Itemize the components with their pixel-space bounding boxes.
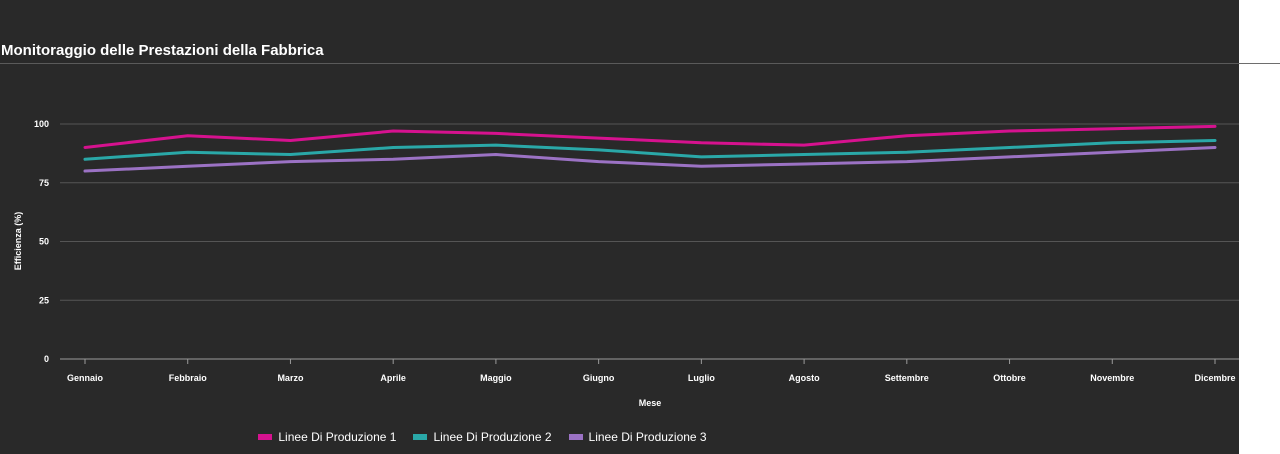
x-tick-label: Luglio	[688, 373, 715, 383]
series-line-1	[83, 124, 1217, 149]
legend-label: Linee Di Produzione 2	[433, 430, 552, 444]
x-axis: Gennaio Febbraio Marzo Aprile Maggio Giugno Lu…	[67, 359, 1236, 383]
chart-legend: Linee Di Produzione 1 Linee Di Produzione…	[0, 430, 965, 444]
legend-item-1[interactable]: Linee Di Produzione 1	[258, 430, 396, 444]
legend-item-2[interactable]: Linee Di Produzione 2	[413, 430, 552, 444]
y-axis-label: Efficienza (%)	[13, 212, 23, 271]
x-tick-label: Settembre	[885, 373, 929, 383]
legend-swatch	[258, 434, 273, 440]
y-tick-label: 25	[39, 295, 49, 305]
y-tick-label: 100	[34, 119, 49, 129]
series-line-3	[83, 146, 1217, 173]
y-tick-label: 0	[44, 354, 49, 364]
x-tick-label: Aprile	[380, 373, 406, 383]
x-tick-label: Febbraio	[169, 373, 208, 383]
legend-swatch	[568, 434, 583, 440]
x-tick-label: Novembre	[1090, 373, 1134, 383]
y-tick-label: 50	[39, 237, 49, 247]
x-tick-label: Agosto	[789, 373, 820, 383]
legend-label: Linee Di Produzione 3	[588, 430, 707, 444]
series-lines	[83, 124, 1217, 173]
x-tick-label: Marzo	[277, 373, 304, 383]
x-tick-label: Ottobre	[993, 373, 1026, 383]
series-line-2	[83, 138, 1217, 161]
x-axis-label: Mese	[639, 398, 662, 408]
title-divider-extension	[1239, 63, 1280, 64]
legend-label: Linee Di Produzione 1	[278, 430, 397, 444]
y-tick-label: 75	[39, 178, 49, 188]
legend-swatch	[413, 434, 428, 440]
x-tick-label: Maggio	[480, 373, 512, 383]
grid-lines	[60, 123, 1239, 360]
x-tick-label: Dicembre	[1194, 373, 1235, 383]
line-chart: 0 25 50 75 100 Gennaio Febbraio Marzo Aprile Mag…	[13, 119, 1239, 408]
title-divider	[0, 63, 1280, 64]
x-tick-label: Giugno	[583, 373, 615, 383]
legend-item-3[interactable]: Linee Di Produzione 3	[568, 430, 707, 444]
x-tick-label: Gennaio	[67, 373, 104, 383]
y-axis-ticks: 0 25 50 75 100	[34, 119, 49, 364]
chart-panel: Monitoraggio delle Prestazioni della Fab…	[0, 0, 1239, 454]
chart-title: Monitoraggio delle Prestazioni della Fab…	[1, 42, 324, 59]
